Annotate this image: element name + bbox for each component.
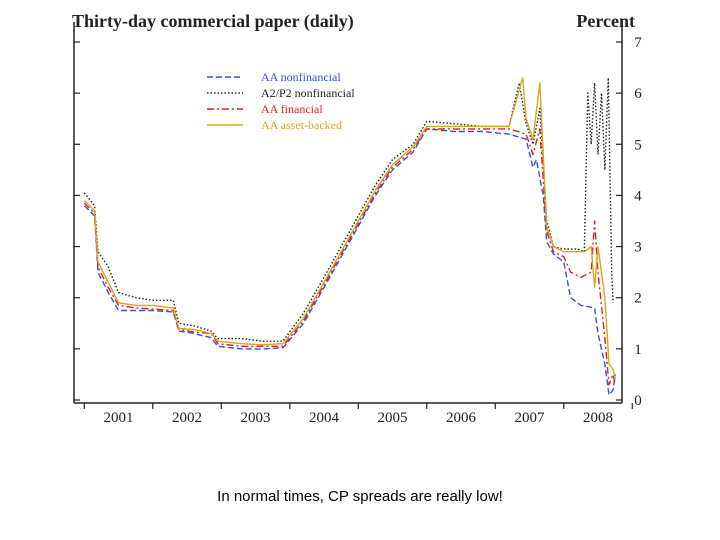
y-tick-label: 7 [634,35,642,51]
slide-caption: In normal times, CP spreads are really l… [217,488,503,505]
x-tick-label: 2007 [515,410,546,426]
x-tick-label: 2002 [172,410,202,426]
chart-svg: Thirty-day commercial paper (daily) Perc… [62,5,660,470]
y-tick-label: 2 [634,291,642,307]
y-tick-label: 0 [634,393,642,409]
legend: AA nonfinancial A2/P2 nonfinancial AA fina… [207,70,355,132]
y-tick-label: 6 [634,86,642,102]
commercial-paper-chart: Thirty-day commercial paper (daily) Perc… [62,5,660,470]
x-tick-label: 2003 [241,410,271,426]
x-tick-label: 2005 [378,410,408,426]
y-tick-label: 3 [634,240,642,256]
legend-label-0: AA nonfinancial [261,70,341,84]
legend-label-2: AA financial [261,102,323,116]
series-line-0 [83,128,616,396]
x-tick-label: 2001 [104,410,134,426]
chart-background [62,5,660,470]
y-tick-label: 5 [634,137,642,153]
x-tick-label: 2004 [309,410,340,426]
y-axis-label: Percent [576,11,635,31]
series-line-1 [83,77,614,342]
y-tick-label: 4 [634,188,642,204]
ticks: 0 1 2 3 4 5 6 7 2001 2002 2003 2004 2005 2006 2007 2008 [74,35,642,426]
axes [73,22,623,404]
chart-title: Thirty-day commercial paper (daily) [72,11,354,32]
x-tick-label: 2008 [583,410,613,426]
legend-label-1: A2/P2 nonfinancial [261,86,355,100]
y-tick-label: 1 [634,342,642,358]
legend-label-3: AA asset-backed [261,118,342,132]
x-tick-label: 2006 [446,410,477,426]
series-group [83,77,616,396]
series-line-3 [83,77,616,380]
series-line-2 [83,128,616,386]
